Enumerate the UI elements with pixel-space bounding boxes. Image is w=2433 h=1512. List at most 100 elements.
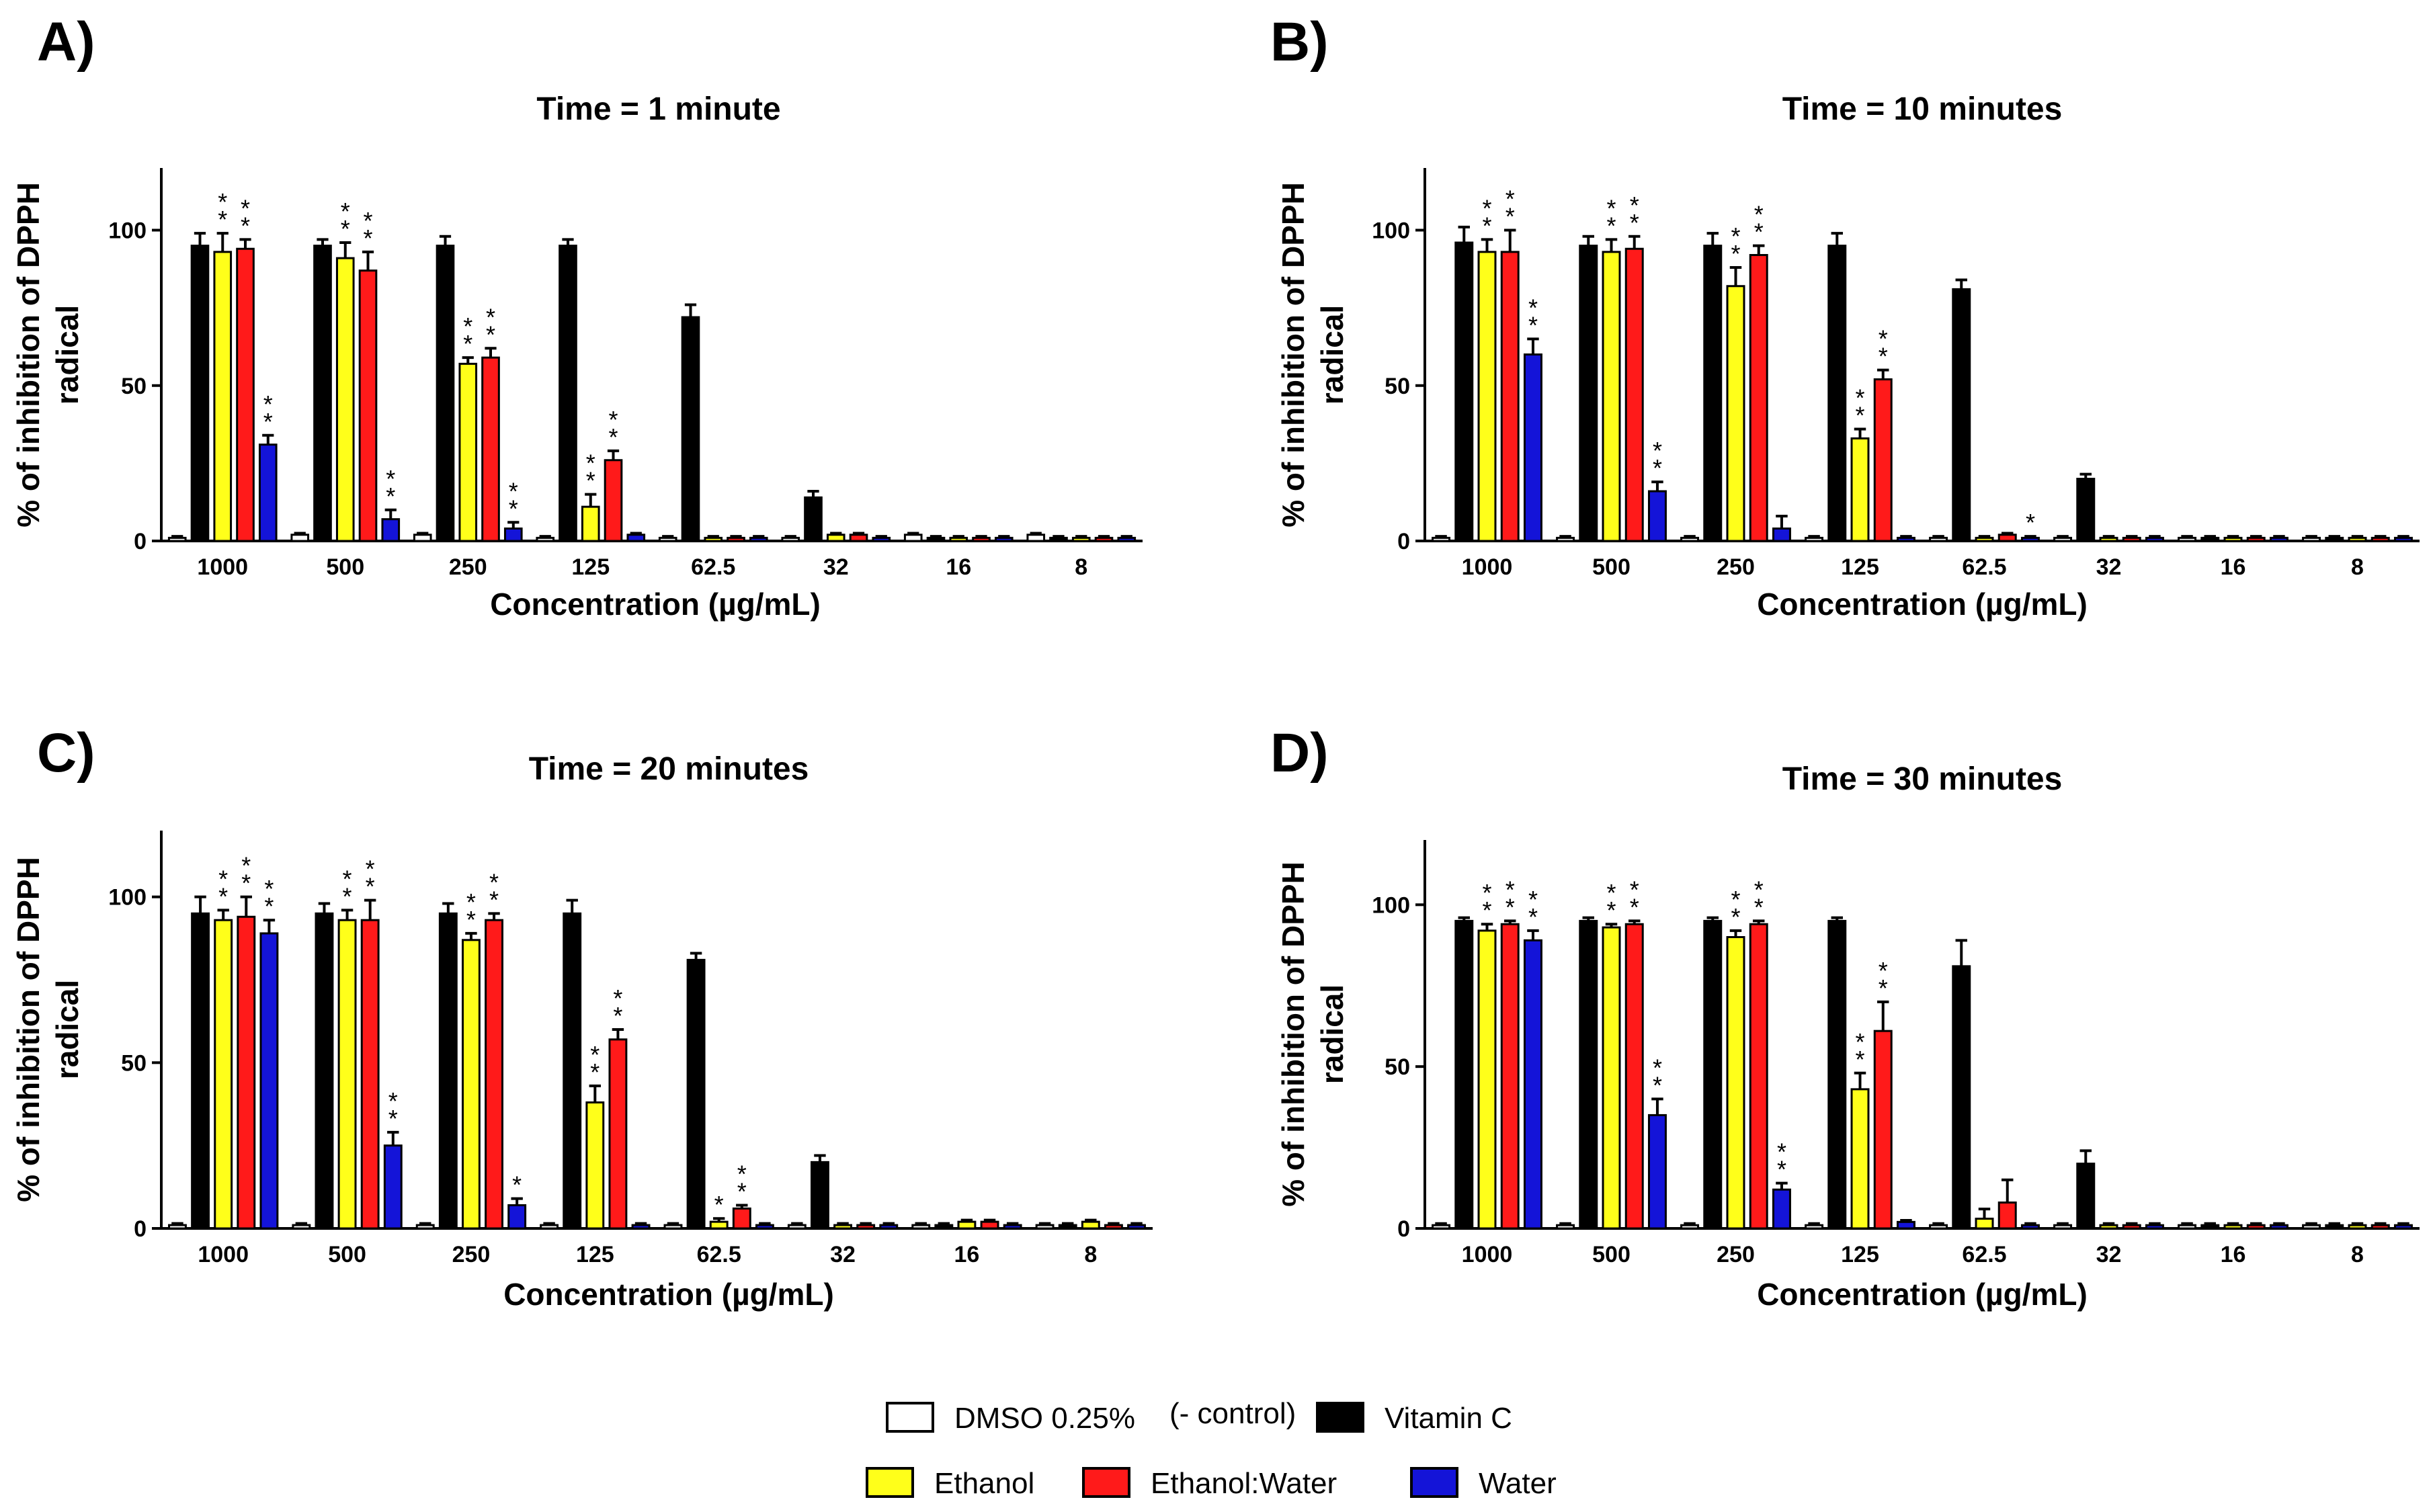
significance-marker: * * [1630,876,1639,921]
figure-legend: DMSO 0.25% Vitamin C Ethanol Ethanol:Water W… [866,1397,1557,1500]
bar [1726,936,1745,1230]
significance-marker: * * [388,1087,398,1132]
x-tick-label: 8 [2351,554,2364,580]
bar [503,528,523,542]
bar [540,1224,559,1230]
bar [1454,241,1474,542]
significance-marker: * * [1528,294,1538,339]
bar [631,1224,651,1230]
bar [2223,1224,2243,1230]
bar [438,912,458,1230]
bar [658,536,677,542]
bar [833,1224,853,1230]
bar [911,1224,931,1230]
bar [2076,1163,2096,1230]
significance-marker: * * [466,888,476,933]
bar [1500,251,1520,542]
bar [1975,536,1994,542]
bar [1805,1224,1824,1230]
bar [1081,1220,1100,1230]
bar [259,932,279,1230]
bar [168,1224,187,1230]
bar [360,919,380,1230]
bar [563,912,582,1230]
significance-marker: * * [241,852,251,897]
significance-marker: * [512,1171,522,1199]
bar [2145,536,2164,542]
x-tick-label: 32 [830,1242,856,1267]
bar [237,915,256,1230]
x-tick-label: 125 [1841,1242,1879,1267]
bar [2246,536,2266,542]
bar [755,1224,774,1230]
legend-swatch-water [1410,1467,1458,1498]
bar [1703,245,1723,542]
bar [2020,536,2040,542]
y-tick-label: 100 [108,218,147,244]
panel-letter: C) [37,722,95,784]
bar [811,1161,829,1230]
bar [2076,478,2096,542]
bar [804,496,823,542]
significance-marker: * * [241,194,250,239]
bar [2269,1224,2288,1230]
bar [626,534,646,542]
chart-title: Time = 20 minutes [529,751,809,787]
bar [413,534,432,542]
bar [436,245,455,542]
bar [727,536,745,542]
x-tick-label: 125 [571,554,610,580]
bar [1049,536,1068,542]
y-axis-title: % of inhibition of DPPH radical [11,857,85,1202]
significance-marker: * * [1482,194,1491,239]
bar [2393,1224,2413,1230]
bar [1997,534,2017,542]
chart-panels: A) Time = 1 minute Concentration (µg/mL) % … [11,11,2420,1312]
significance-marker: * * [1630,192,1639,237]
significance-marker: * * [1506,185,1515,230]
bar [2393,536,2413,542]
significance-marker: * * [613,984,622,1030]
significance-marker: * * [1731,222,1740,267]
bar [481,356,500,542]
bar [1523,353,1542,542]
y-axis-title: % of inhibition of DPPH radical [11,182,85,528]
y-tick-label: 0 [134,1216,147,1242]
bar [1929,1224,1948,1230]
bar [1500,923,1520,1230]
bar [1523,939,1542,1230]
x-tick-label: 8 [1075,554,1087,580]
significance-marker: * * [463,312,472,358]
y-axis-title: % of inhibition of DPPH radical [1276,182,1350,528]
bar [2348,1224,2367,1230]
significance-marker: * * [509,477,518,522]
y-tick-label: 100 [1372,218,1410,244]
significance-marker: * * [263,390,273,435]
bar [663,1224,683,1230]
bar [1003,1224,1022,1230]
x-tick-label: 125 [576,1242,614,1267]
bar [1602,251,1621,542]
bar [2269,536,2288,542]
bar [461,939,481,1230]
bar [980,1220,999,1230]
significance-marker: * [714,1191,724,1218]
x-tick-label: 1000 [1462,554,1513,580]
x-tick-label: 32 [2096,1242,2122,1267]
bar [2020,1224,2040,1230]
bar [1026,534,1046,542]
bar [383,1144,403,1230]
bar [2178,536,2197,542]
bar [1873,1030,1893,1230]
significance-marker: * * [218,188,227,233]
significance-marker: * * [486,303,495,348]
bar [749,536,768,542]
bar [258,444,278,542]
legend-control-note: (- control) [1169,1397,1296,1430]
bar [2302,1224,2321,1230]
bar [1703,919,1723,1230]
bar [2370,536,2390,542]
bar [313,245,332,542]
bar [2223,536,2243,542]
bar [358,269,378,542]
